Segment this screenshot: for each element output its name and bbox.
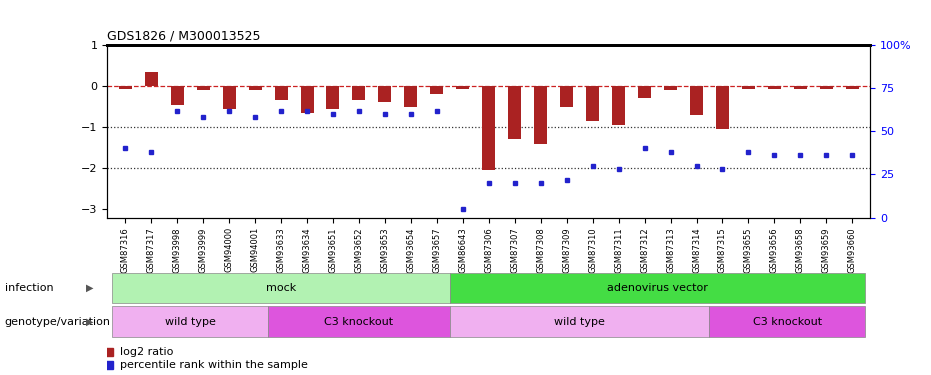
Bar — [119, 86, 131, 89]
Bar — [456, 86, 469, 89]
Bar — [709, 306, 865, 337]
Bar — [113, 273, 450, 303]
Bar — [196, 86, 209, 90]
Bar — [450, 273, 865, 303]
Bar — [430, 86, 443, 94]
Text: log2 ratio: log2 ratio — [119, 346, 173, 357]
Bar — [768, 86, 781, 89]
Bar — [249, 86, 262, 90]
Bar — [327, 86, 340, 109]
Bar — [716, 86, 729, 129]
Text: mock: mock — [266, 283, 296, 293]
Bar — [144, 72, 157, 86]
Bar — [560, 86, 573, 106]
Bar — [450, 306, 709, 337]
Text: GDS1826 / M300013525: GDS1826 / M300013525 — [107, 30, 261, 42]
Bar — [638, 86, 651, 98]
Text: adenovirus vector: adenovirus vector — [607, 283, 708, 293]
Text: ▶: ▶ — [86, 316, 93, 327]
Bar — [113, 306, 268, 337]
Bar — [404, 86, 417, 106]
Text: wild type: wild type — [165, 316, 216, 327]
Bar — [612, 86, 625, 125]
Text: C3 knockout: C3 knockout — [753, 316, 822, 327]
Bar — [275, 86, 288, 100]
Bar — [534, 86, 547, 144]
Bar — [664, 86, 677, 90]
Bar — [268, 306, 450, 337]
Bar — [846, 86, 858, 89]
Text: C3 knockout: C3 knockout — [324, 316, 394, 327]
Bar — [482, 86, 495, 170]
Text: infection: infection — [5, 283, 53, 293]
Bar — [223, 86, 236, 109]
Text: wild type: wild type — [554, 316, 605, 327]
Bar — [301, 86, 314, 113]
Bar — [820, 86, 833, 89]
Text: genotype/variation: genotype/variation — [5, 316, 111, 327]
Bar — [378, 86, 391, 102]
Bar — [742, 86, 755, 89]
Bar — [508, 86, 521, 140]
Text: ▶: ▶ — [86, 283, 93, 293]
Bar — [170, 86, 183, 105]
Bar — [794, 86, 807, 89]
Bar — [353, 86, 366, 100]
Text: percentile rank within the sample: percentile rank within the sample — [119, 360, 307, 370]
Bar — [587, 86, 600, 121]
Bar — [690, 86, 703, 115]
